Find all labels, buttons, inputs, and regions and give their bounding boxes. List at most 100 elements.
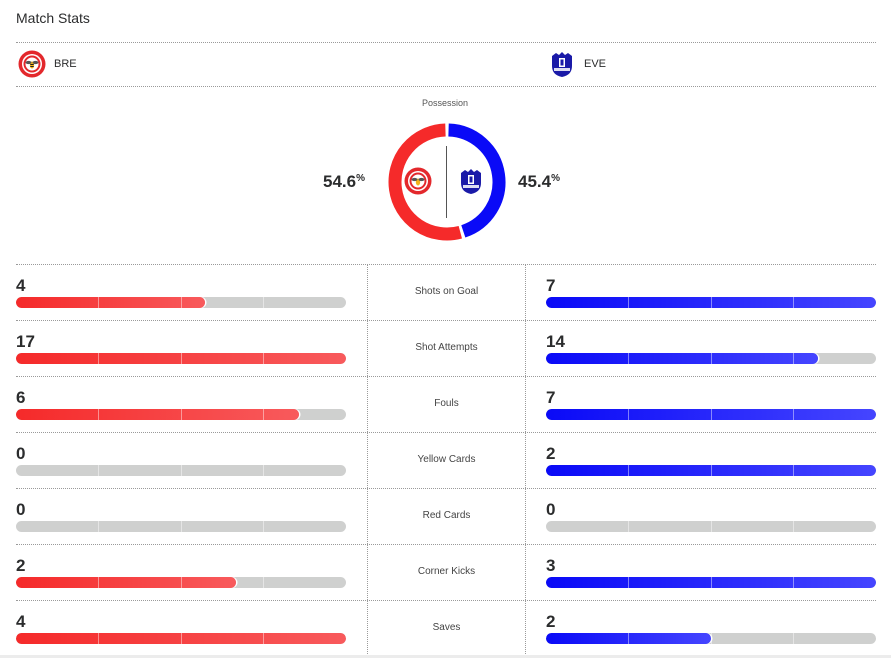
stat-label: Shots on Goal: [414, 286, 479, 297]
home-stat-bar: [16, 465, 346, 476]
home-team-abbr: BRE: [54, 58, 77, 70]
bar-segment-tick: [793, 521, 794, 532]
bar-segment-tick: [793, 297, 794, 308]
bar-segment-tick: [98, 465, 99, 476]
home-team-header: BRE: [18, 50, 77, 78]
bar-segment-tick: [181, 633, 182, 644]
away-stat-value: 2: [546, 612, 556, 631]
bar-segment-tick: [711, 353, 712, 364]
home-stat-bar: [16, 297, 346, 308]
away-stat-value: 3: [546, 556, 556, 575]
stat-label: Fouls: [434, 398, 459, 409]
home-stat-bar-fill: [16, 297, 205, 308]
bar-segment-tick: [181, 577, 182, 588]
bar-segment-tick: [793, 465, 794, 476]
bar-segment-tick: [181, 465, 182, 476]
home-stat-bar: [16, 633, 346, 644]
divider: [16, 376, 876, 377]
brentford-crest-icon: [18, 50, 46, 78]
away-stat-bar: [546, 465, 876, 476]
divider: [16, 86, 876, 87]
divider: [16, 432, 876, 433]
stat-row: 0 Yellow Cards 2: [0, 432, 891, 488]
away-stat-value: 14: [546, 332, 565, 351]
everton-crest-icon: [548, 50, 576, 78]
home-stat-value: 6: [16, 388, 26, 407]
away-stat-bar-fill: [546, 353, 818, 364]
stat-label: Red Cards: [422, 510, 471, 521]
bar-segment-tick: [98, 521, 99, 532]
bar-segment-tick: [181, 353, 182, 364]
bar-segment-tick: [98, 297, 99, 308]
bar-segment-tick: [263, 353, 264, 364]
bar-segment-tick: [711, 409, 712, 420]
possession-donut-chart: [388, 123, 506, 241]
bar-segment-tick: [711, 633, 712, 644]
stat-row: 6 Fouls 7: [0, 376, 891, 432]
everton-crest-icon: [457, 167, 485, 195]
stat-row: 17 Shot Attempts 14: [0, 320, 891, 376]
bar-segment-tick: [263, 297, 264, 308]
home-stat-bar: [16, 353, 346, 364]
bar-segment-tick: [181, 521, 182, 532]
stat-label: Shot Attempts: [415, 342, 478, 353]
donut-center-divider: [446, 146, 447, 218]
home-stat-bar: [16, 409, 346, 420]
away-stat-bar-fill: [546, 465, 876, 476]
bar-segment-tick: [793, 577, 794, 588]
away-stat-bar-fill: [546, 633, 711, 644]
bar-segment-tick: [98, 409, 99, 420]
bar-segment-tick: [711, 297, 712, 308]
bar-segment-tick: [263, 633, 264, 644]
possession-label: Possession: [421, 98, 469, 108]
bar-segment-tick: [711, 521, 712, 532]
away-stat-bar-fill: [546, 409, 876, 420]
bar-segment-tick: [628, 353, 629, 364]
away-stat-value: 0: [546, 500, 556, 519]
home-stat-bar-fill: [16, 353, 346, 364]
away-possession-value: 45.4%: [518, 172, 560, 191]
away-stat-bar: [546, 297, 876, 308]
away-possession-arc: [448, 123, 506, 238]
away-stat-bar: [546, 353, 876, 364]
divider: [16, 264, 876, 265]
home-stat-value: 0: [16, 444, 26, 463]
bar-segment-tick: [263, 577, 264, 588]
bar-segment-tick: [793, 353, 794, 364]
bar-segment-tick: [711, 577, 712, 588]
column-divider: [525, 264, 526, 656]
home-stat-value: 2: [16, 556, 26, 575]
divider: [16, 600, 876, 601]
stat-label: Corner Kicks: [417, 566, 476, 577]
panel-bottom-edge: [0, 655, 891, 658]
home-stat-bar: [16, 577, 346, 588]
bar-segment-tick: [263, 521, 264, 532]
bar-segment-tick: [628, 297, 629, 308]
divider: [16, 488, 876, 489]
away-stat-bar-fill: [546, 297, 876, 308]
bar-segment-tick: [98, 353, 99, 364]
bar-segment-tick: [711, 465, 712, 476]
bar-segment-tick: [628, 465, 629, 476]
brentford-crest-icon: [404, 167, 432, 195]
bar-segment-tick: [98, 577, 99, 588]
divider: [16, 42, 876, 43]
home-stat-bar: [16, 521, 346, 532]
stat-row: 4 Shots on Goal 7: [0, 264, 891, 320]
home-stat-bar-fill: [16, 633, 346, 644]
bar-segment-tick: [263, 465, 264, 476]
section-title: Match Stats: [16, 10, 90, 26]
home-stat-value: 4: [16, 276, 26, 295]
stat-label: Yellow Cards: [417, 454, 476, 465]
stat-row: 0 Red Cards 0: [0, 488, 891, 544]
away-stat-value: 2: [546, 444, 556, 463]
away-team-header: EVE: [548, 50, 606, 78]
home-stat-value: 0: [16, 500, 26, 519]
column-divider: [367, 264, 368, 656]
home-stat-value: 17: [16, 332, 35, 351]
home-possession-value: 54.6%: [323, 172, 365, 191]
stat-row: 4 Saves 2: [0, 600, 891, 656]
bar-segment-tick: [628, 577, 629, 588]
away-stat-bar: [546, 577, 876, 588]
away-team-abbr: EVE: [584, 58, 607, 70]
